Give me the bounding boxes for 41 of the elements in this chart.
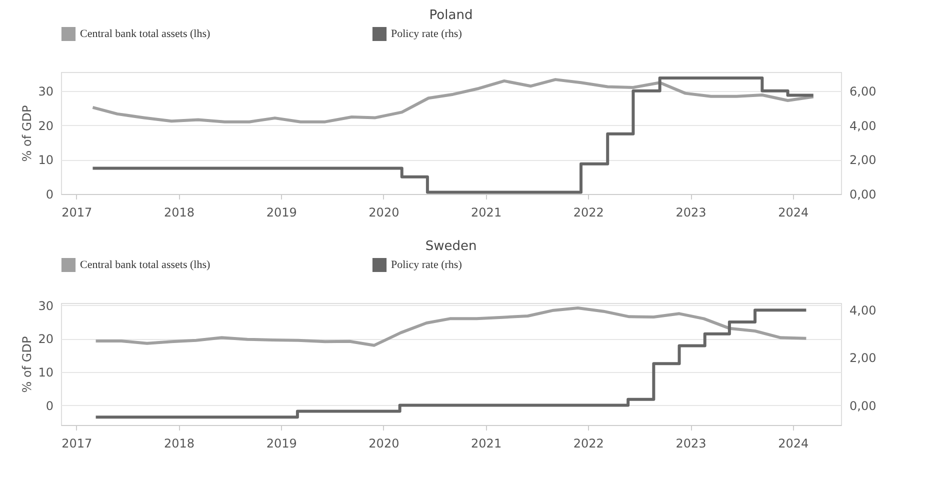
- legend-label: Policy rate (rhs): [391, 258, 462, 271]
- x-tick-label: 2018: [164, 436, 194, 450]
- y-axis-title: % of GDP: [20, 105, 34, 162]
- x-tick-label: 2022: [573, 206, 604, 220]
- y-axis-title: % of GDP: [20, 336, 34, 393]
- y2-tick-label: 0,00: [850, 398, 876, 413]
- y-tick-label: 0: [46, 398, 54, 413]
- x-tick-label: 2021: [471, 436, 502, 450]
- y2-tick-label: 4,00: [850, 118, 876, 133]
- y2-tick-label: 2,00: [850, 351, 876, 366]
- x-tick-label: 2023: [676, 206, 706, 220]
- x-tick-label: 2020: [368, 206, 400, 220]
- x-tick-label: 2024: [778, 206, 809, 220]
- chart-title: Sweden: [425, 239, 477, 254]
- chart-title: Poland: [429, 8, 473, 23]
- legend-label: Central bank total assets (lhs): [80, 258, 210, 271]
- y-tick-label: 0: [46, 188, 54, 202]
- legend-label: Policy rate (rhs): [391, 28, 462, 40]
- y2-tick-label: 4,00: [850, 304, 876, 318]
- y-tick-label: 20: [38, 332, 54, 346]
- y-tick-label: 20: [38, 118, 54, 133]
- line-series: [94, 306, 808, 347]
- x-tick-label: 2020: [368, 436, 400, 450]
- y-tick-label: 30: [38, 298, 54, 313]
- x-tick-label: 2021: [471, 206, 502, 220]
- x-tick-label: 2023: [676, 436, 706, 450]
- y2-tick-label: 0,00: [850, 188, 876, 202]
- line-series: [91, 78, 815, 124]
- y-tick-label: 10: [38, 366, 54, 380]
- y2-tick-label: 6,00: [850, 84, 876, 98]
- x-tick-label: 2017: [62, 206, 92, 220]
- legend-label: Central bank total assets (lhs): [80, 28, 210, 40]
- x-tick-label: 2019: [266, 206, 297, 220]
- x-tick-label: 2018: [164, 206, 194, 220]
- x-tick-label: 2017: [62, 436, 92, 450]
- y-tick-label: 10: [38, 153, 54, 168]
- x-tick-label: 2022: [573, 436, 604, 450]
- y2-tick-label: 2,00: [850, 153, 876, 168]
- x-tick-label: 2024: [778, 436, 809, 450]
- x-tick-label: 2019: [266, 436, 297, 450]
- y-tick-label: 30: [38, 84, 54, 98]
